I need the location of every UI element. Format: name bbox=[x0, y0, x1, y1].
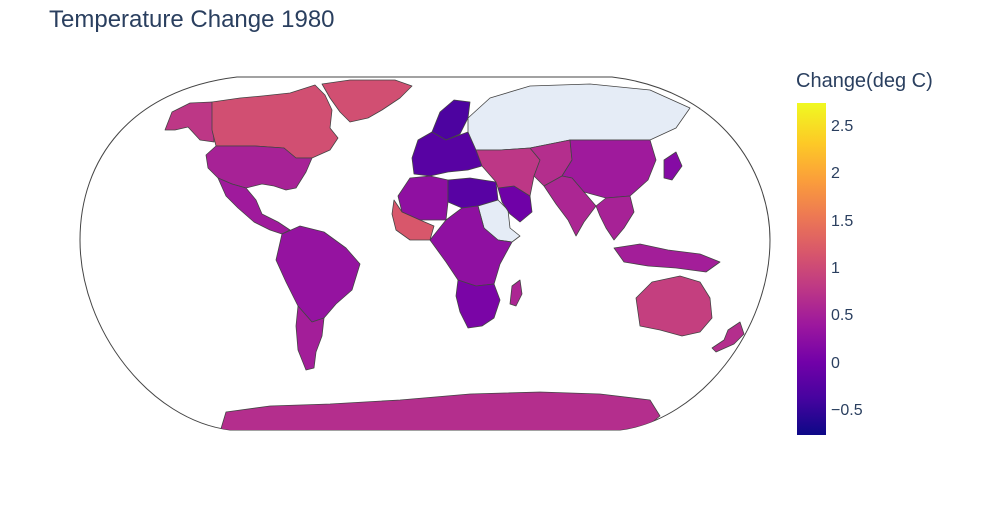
colorbar-tick-label: 0 bbox=[831, 354, 840, 372]
map-title: Temperature Change 1980 bbox=[49, 6, 335, 33]
region-mexico-central-america[interactable] bbox=[217, 177, 291, 235]
region-india[interactable] bbox=[543, 175, 597, 237]
colorbar-title: Change(deg C) bbox=[796, 70, 933, 92]
region-south-america-south[interactable] bbox=[295, 305, 325, 371]
region-japan[interactable] bbox=[663, 151, 683, 181]
region-alaska[interactable] bbox=[164, 101, 215, 143]
region-southern-africa[interactable] bbox=[455, 279, 501, 329]
region-south-america[interactable] bbox=[275, 225, 361, 323]
region-madagascar[interactable] bbox=[509, 279, 523, 307]
region-indonesia[interactable] bbox=[613, 243, 721, 273]
colorbar-tick-label: 1 bbox=[831, 260, 840, 277]
region-antarctica[interactable] bbox=[219, 391, 661, 432]
region-southeast-asia[interactable] bbox=[595, 195, 635, 241]
colorbar-tick-label: −0.5 bbox=[831, 402, 863, 420]
region-middle-east[interactable] bbox=[475, 147, 541, 197]
colorbar-tick-label: 1.5 bbox=[831, 212, 854, 230]
region-usa[interactable] bbox=[205, 145, 313, 191]
region-australia[interactable] bbox=[635, 275, 713, 337]
region-greenland[interactable] bbox=[321, 79, 413, 123]
colorbar-tick-label: 2 bbox=[831, 165, 840, 183]
colorbar-tick-label: 0.5 bbox=[831, 307, 854, 325]
region-new-zealand[interactable] bbox=[711, 321, 745, 353]
colorbar-gradient bbox=[797, 103, 826, 435]
colorbar-tick-label: 2.5 bbox=[831, 117, 854, 135]
